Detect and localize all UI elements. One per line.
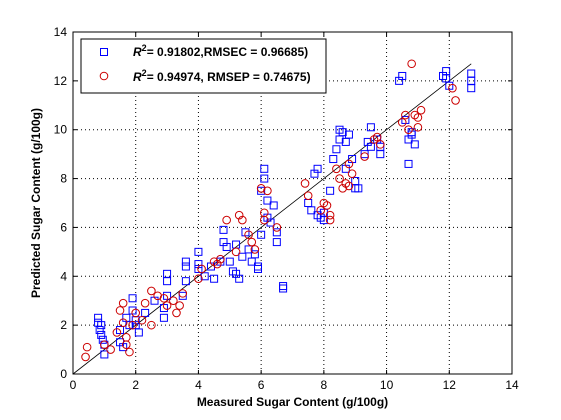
x-tick-label: 14 bbox=[505, 378, 519, 392]
y-tick-label: 6 bbox=[60, 220, 67, 234]
x-tick-label: 4 bbox=[195, 378, 202, 392]
y-tick-label: 14 bbox=[54, 25, 68, 39]
x-tick-label: 10 bbox=[380, 378, 394, 392]
y-tick-label: 10 bbox=[54, 123, 68, 137]
legend-r-symbol: R bbox=[133, 70, 142, 84]
y-tick-label: 12 bbox=[54, 74, 68, 88]
legend-stat-calibration: = 0.91802,RMSEC = 0.96685) bbox=[147, 45, 308, 59]
x-tick-label: 2 bbox=[132, 378, 139, 392]
x-tick-label: 0 bbox=[70, 378, 77, 392]
y-tick-label: 2 bbox=[60, 318, 67, 332]
x-axis-label: Measured Sugar Content (g/100g) bbox=[197, 395, 388, 409]
legend: R2= 0.91802,RMSEC = 0.96685) R2= 0.94974… bbox=[81, 39, 326, 93]
x-tick-label: 6 bbox=[258, 378, 265, 392]
y-tick-label: 8 bbox=[60, 172, 67, 186]
legend-r-symbol: R bbox=[133, 45, 142, 59]
y-tick-label: 0 bbox=[60, 367, 67, 381]
legend-entry-calibration: R2= 0.91802,RMSEC = 0.96685) bbox=[133, 43, 308, 59]
legend-entry-prediction: R2= 0.94974, RMSEP = 0.74675) bbox=[133, 68, 311, 84]
x-tick-label: 8 bbox=[321, 378, 328, 392]
legend-stat-prediction: = 0.94974, RMSEP = 0.74675) bbox=[147, 70, 311, 84]
x-tick-label: 12 bbox=[443, 378, 457, 392]
y-tick-label: 4 bbox=[60, 269, 67, 283]
y-axis-label: Predicted Sugar Content (g/100g) bbox=[29, 108, 43, 298]
